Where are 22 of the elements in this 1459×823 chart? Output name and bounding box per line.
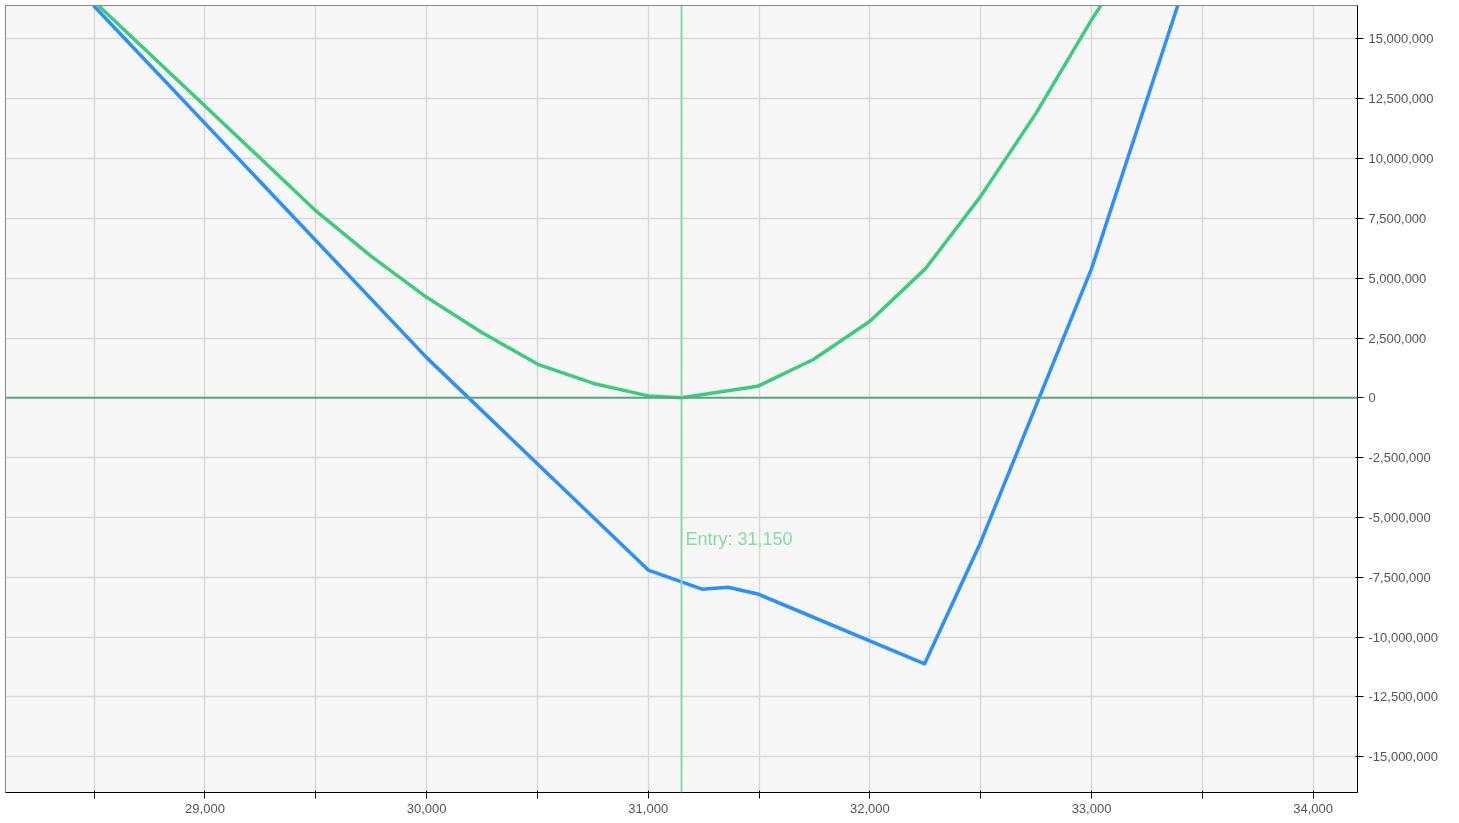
y-tick-label: -2,500,000 xyxy=(1368,450,1431,466)
ref-line-label: Entry: 31,150 xyxy=(685,528,793,549)
x-tick-label: 30,000 xyxy=(406,800,447,816)
x-tick-label: 29,000 xyxy=(185,800,225,816)
x-tick-label: 31,000 xyxy=(628,800,669,816)
y-tick-label: 5,000,000 xyxy=(1368,270,1427,286)
y-tick-label: -12,500,000 xyxy=(1368,689,1438,705)
y-tick-label: 10,000,000 xyxy=(1368,151,1434,167)
x-tick-label: 33,000 xyxy=(1071,800,1112,816)
x-tick-label: 34,000 xyxy=(1293,800,1334,816)
line-series xyxy=(96,5,1103,400)
y-tick-label: 7,500,000 xyxy=(1368,210,1427,226)
y-tick-label: 2,500,000 xyxy=(1368,330,1427,346)
y-tick-label: 0 xyxy=(1368,390,1376,406)
x-tick-label: 32,000 xyxy=(850,800,890,816)
y-tick-label: -10,000,000 xyxy=(1368,629,1438,645)
y-tick-label: -7,500,000 xyxy=(1368,569,1431,585)
y-tick-label: 12,500,000 xyxy=(1368,91,1434,107)
y-tick-label: -5,000,000 xyxy=(1368,509,1431,525)
y-tick-label: 15,000,000 xyxy=(1368,31,1434,47)
line-series xyxy=(91,5,1180,666)
y-tick-label: -15,000,000 xyxy=(1368,749,1438,765)
